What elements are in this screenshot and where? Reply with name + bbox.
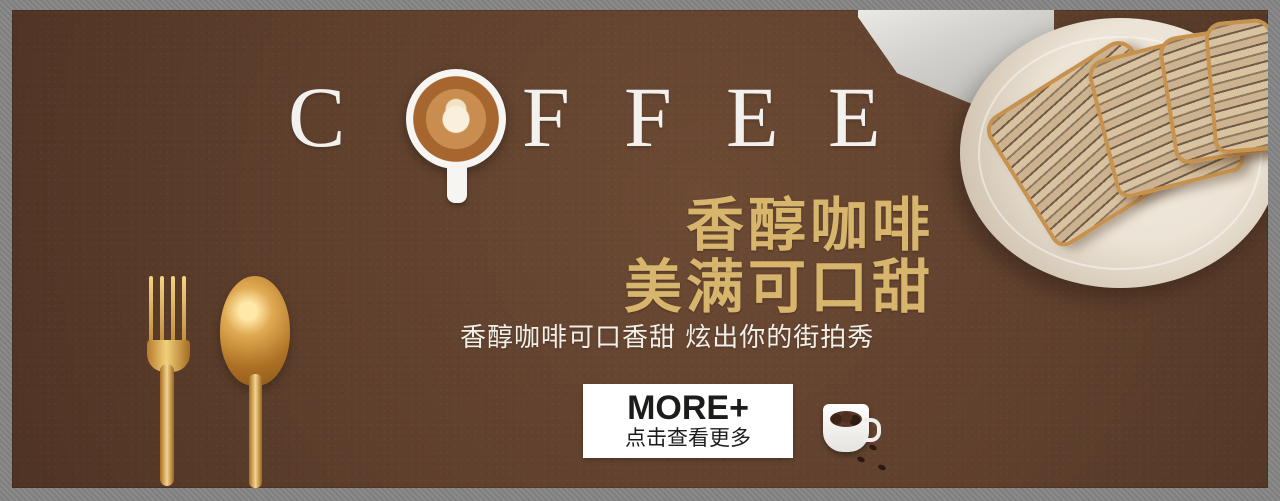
- gold-spoon-icon: [220, 276, 292, 488]
- logo-letter: F: [624, 69, 672, 165]
- logo-letter: E: [828, 69, 881, 165]
- coffee-bean-cup-icon: [823, 404, 881, 452]
- logo-letter: C: [288, 69, 346, 165]
- more-button-subtitle: 点击查看更多: [625, 426, 751, 450]
- spoon-bowl: [220, 276, 290, 386]
- headline-line-1: 香醇咖啡: [686, 191, 935, 259]
- headline-line-2: 美满可口甜: [624, 253, 935, 321]
- coffee-logo: C F F E E: [288, 74, 928, 178]
- fork-tine: [171, 276, 175, 348]
- marble-cake-slice: [1203, 17, 1268, 155]
- fork-tine: [160, 276, 164, 348]
- logo-letter: E: [726, 69, 779, 165]
- more-button[interactable]: MORE+ 点击查看更多: [583, 384, 793, 458]
- fork-tine: [182, 276, 186, 348]
- logo-letter: F: [522, 69, 570, 165]
- gold-fork-icon: [143, 276, 193, 488]
- latte-cup-icon: [406, 69, 506, 169]
- fork-handle: [160, 364, 174, 486]
- spoon-handle: [249, 374, 262, 488]
- promo-subtitle: 香醇咖啡可口香甜 炫出你的街拍秀: [460, 323, 875, 353]
- more-button-title: MORE+: [627, 389, 749, 427]
- fork-tine: [149, 276, 153, 348]
- latte-cup-handle: [447, 167, 467, 203]
